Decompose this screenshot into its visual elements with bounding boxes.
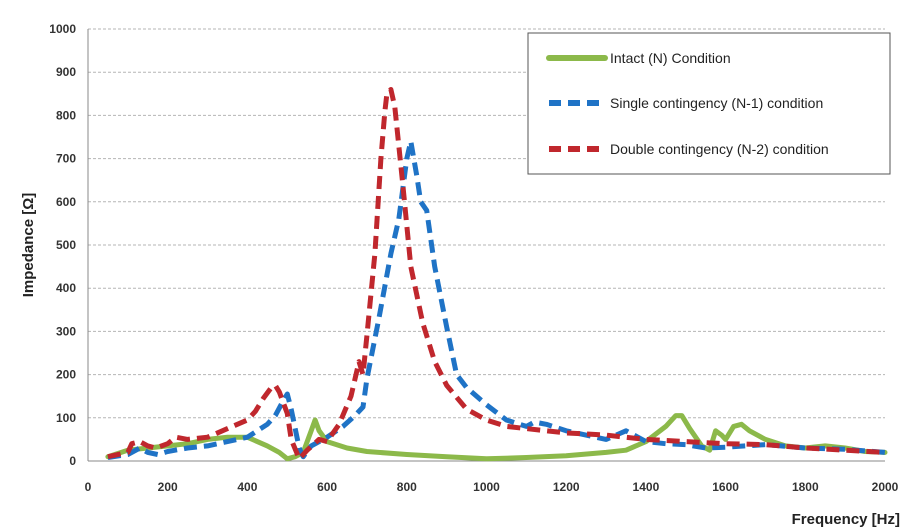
y-tick-label: 800 <box>56 108 76 122</box>
x-tick-label: 1400 <box>633 480 660 494</box>
x-tick-label: 0 <box>85 480 92 494</box>
y-tick-label: 700 <box>56 152 76 166</box>
y-tick-label: 400 <box>56 281 76 295</box>
legend-label-single-contingency: Single contingency (N-1) condition <box>610 95 823 111</box>
legend-label-double-contingency: Double contingency (N-2) condition <box>610 141 829 157</box>
y-tick-labels: 0 100 200 300 400 500 600 700 800 900 1000 <box>49 22 76 468</box>
x-tick-label: 1600 <box>712 480 739 494</box>
legend-label-intact: Intact (N) Condition <box>610 50 731 66</box>
gridlines <box>88 28 885 419</box>
legend: Intact (N) Condition Single contingency … <box>527 32 891 175</box>
y-tick-label: 600 <box>56 195 76 209</box>
y-tick-label: 500 <box>56 238 76 252</box>
x-tick-label: 1200 <box>553 480 580 494</box>
y-axis-title: Impedance [Ω] <box>20 193 37 298</box>
series-single-contingency <box>107 138 886 460</box>
x-tick-label: 200 <box>158 480 178 494</box>
y-tick-label: 0 <box>69 454 76 468</box>
y-tick-label: 1000 <box>49 22 76 36</box>
y-tick-label: 200 <box>56 368 76 382</box>
y-tick-label: 900 <box>56 65 76 79</box>
x-tick-label: 800 <box>397 480 417 494</box>
data-series <box>105 87 888 462</box>
x-tick-label: 1800 <box>792 480 819 494</box>
x-tick-label: 1000 <box>473 480 500 494</box>
series-double-contingency <box>107 87 886 462</box>
y-tick-label: 100 <box>56 411 76 425</box>
x-tick-label: 400 <box>237 480 257 494</box>
series-intact <box>105 413 888 462</box>
x-axis-title: Frequency [Hz] <box>792 511 900 528</box>
x-tick-labels: 0 200 400 600 800 1000 1200 1400 1600 1800 2000 <box>85 480 899 494</box>
x-tick-label: 600 <box>317 480 337 494</box>
y-tick-label: 300 <box>56 324 76 338</box>
x-tick-label: 2000 <box>872 480 899 494</box>
